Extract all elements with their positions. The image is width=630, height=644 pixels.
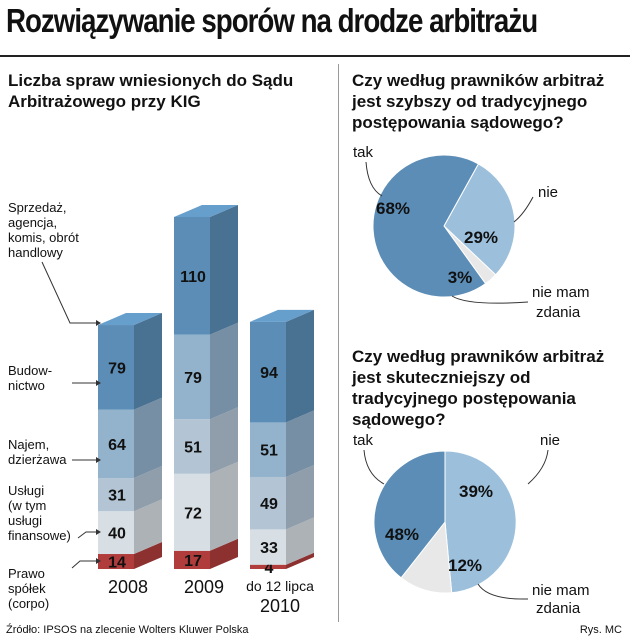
series-label-sprzedaz: Sprzedaż,: [8, 200, 67, 215]
title-rule: [0, 55, 630, 57]
category-label-1: 2009: [183, 577, 225, 597]
bar-value-label: 40: [108, 526, 126, 543]
pie2-title: Czy według prawników arbitraż jest skute…: [352, 347, 605, 429]
pie1-label-nie-mam: nie mam: [532, 284, 590, 301]
bar-top-2: [250, 309, 314, 322]
pie-value-label: 3%: [448, 268, 473, 287]
bar-top-0: [98, 313, 162, 326]
series-label-budownictwo: nictwo: [8, 378, 45, 393]
bar-segment-sprzedaz-2: [250, 309, 314, 423]
pie-value-label: 48%: [385, 525, 419, 544]
bar-value-label: 79: [184, 370, 202, 387]
leader-arrow-sprzedaz: [96, 320, 101, 326]
pie-value-label: 39%: [459, 482, 493, 501]
series-label-prawo: spółek: [8, 581, 46, 596]
leader-line-sprzedaz: [41, 261, 96, 324]
pie-slice-nie-mam-zdania: [400, 520, 453, 594]
pie1-label-nie: nie: [538, 184, 559, 201]
bar-segment-budownictwo-1: [174, 322, 238, 420]
bar-segment-uslugi-1: [174, 461, 238, 551]
bar-value-label: 51: [184, 439, 202, 456]
pie1-leader-tak: [365, 161, 383, 197]
pie1-leader-nie-mam: [451, 295, 529, 304]
pie-value-label: 12%: [448, 556, 482, 575]
pie-slice-tak: [373, 450, 446, 579]
bar-value-label: 94: [260, 365, 278, 382]
bar-value-label: 51: [260, 443, 278, 460]
bar-value-label: 49: [260, 496, 278, 513]
bar-segment-budownictwo-2: [250, 410, 314, 477]
bar-chart: 14 40 31 64 79 17 72 51 79 110 4 33 49 51 94: [41, 204, 314, 577]
bar-segment-budownictwo-0: [98, 397, 162, 479]
series-label-uslugi: usługi: [8, 513, 42, 528]
bar-segment-uslugi-2: [250, 517, 314, 565]
bar-segment-najem-0: [98, 466, 162, 512]
leader-arrow-budownictwo: [96, 380, 101, 386]
bar-segment-prawo-1: [174, 538, 238, 569]
leader-arrow-najem: [96, 457, 101, 463]
pie2-leader-nie: [527, 449, 549, 485]
bar-segment-sprzedaz-1: [174, 204, 238, 335]
series-label-sprzedaz: agencja,: [8, 215, 58, 230]
category-label-2: do 12 lipca: [246, 578, 314, 594]
bar-value-label: 79: [108, 360, 126, 377]
pie2-label-tak: tak: [353, 432, 374, 449]
series-label-sprzedaz: komis, obrót: [8, 230, 79, 245]
credit-note: Rys. MC: [579, 624, 622, 636]
category-label-2: 2010: [259, 596, 301, 616]
pie1-leader-nie: [513, 196, 534, 223]
series-label-budownictwo: Budow-: [8, 363, 53, 378]
pie-slice-nie: [443, 163, 516, 276]
source-note: Źródło: IPSOS na zlecenie Wolters Kluwer…: [6, 624, 249, 636]
category-label-0: 2008: [107, 577, 149, 597]
leader-line-uslugi: [77, 531, 96, 539]
pie-slice-nie: [444, 450, 517, 594]
bar-top-1: [174, 204, 238, 217]
series-label-prawo: (corpo): [8, 596, 50, 611]
series-label-najem: Najem,: [8, 437, 50, 452]
bar-value-label: 33: [260, 540, 278, 557]
bar-value-label: 31: [108, 488, 126, 505]
series-label-sprzedaz: handlowy: [8, 245, 63, 260]
bar-value-label: 17: [184, 553, 202, 570]
bar-value-label: 72: [184, 505, 202, 522]
leader-arrow-prawo: [96, 558, 101, 564]
bar-segment-prawo-2: [250, 552, 314, 569]
pie1-title: Czy według prawników arbitraż jest szybs…: [352, 71, 605, 132]
bar-segment-sprzedaz-0: [98, 313, 162, 410]
main-title: Rozwiązywanie sporów na drodze arbitrażu: [6, 2, 538, 39]
pie2-label-nie: nie: [540, 432, 561, 449]
bar-segment-uslugi-0: [98, 499, 162, 555]
column-divider: [338, 64, 339, 622]
pie1-label-zdania: zdania: [536, 304, 581, 321]
pie2-leader-nie-mam: [477, 583, 529, 600]
bar-value-label: 110: [180, 269, 206, 286]
pie2-label-nie-mam: nie mam: [532, 582, 590, 599]
bar-segment-prawo-0: [98, 542, 162, 569]
pie-value-label: 29%: [464, 228, 498, 247]
series-label-najem: dzierżawa: [8, 452, 67, 467]
series-label-uslugi: finansowe): [8, 528, 71, 543]
leader-line-prawo: [71, 560, 96, 569]
leader-arrow-uslugi: [96, 529, 101, 535]
bar-value-label: 14: [108, 555, 126, 572]
series-label-uslugi: (w tym: [8, 498, 47, 513]
pie-slice-nie-mam-zdania: [443, 225, 497, 285]
bar-chart-title: Liczba spraw wniesionych do Sądu Arbitra…: [8, 71, 294, 111]
pie-value-label: 68%: [376, 199, 410, 218]
pie-slice-tak: [372, 154, 487, 298]
series-label-prawo: Prawo: [8, 566, 45, 581]
series-label-uslugi: Usługi: [8, 483, 45, 498]
bar-segment-najem-1: [174, 407, 238, 474]
bar-segment-najem-2: [250, 464, 314, 530]
pie1-label-tak: tak: [353, 144, 374, 161]
pie2-leader-tak: [363, 449, 385, 485]
pie2-label-zdania: zdania: [536, 600, 581, 617]
bar-value-label: 64: [108, 437, 126, 454]
bar-value-label: 4: [265, 560, 274, 577]
